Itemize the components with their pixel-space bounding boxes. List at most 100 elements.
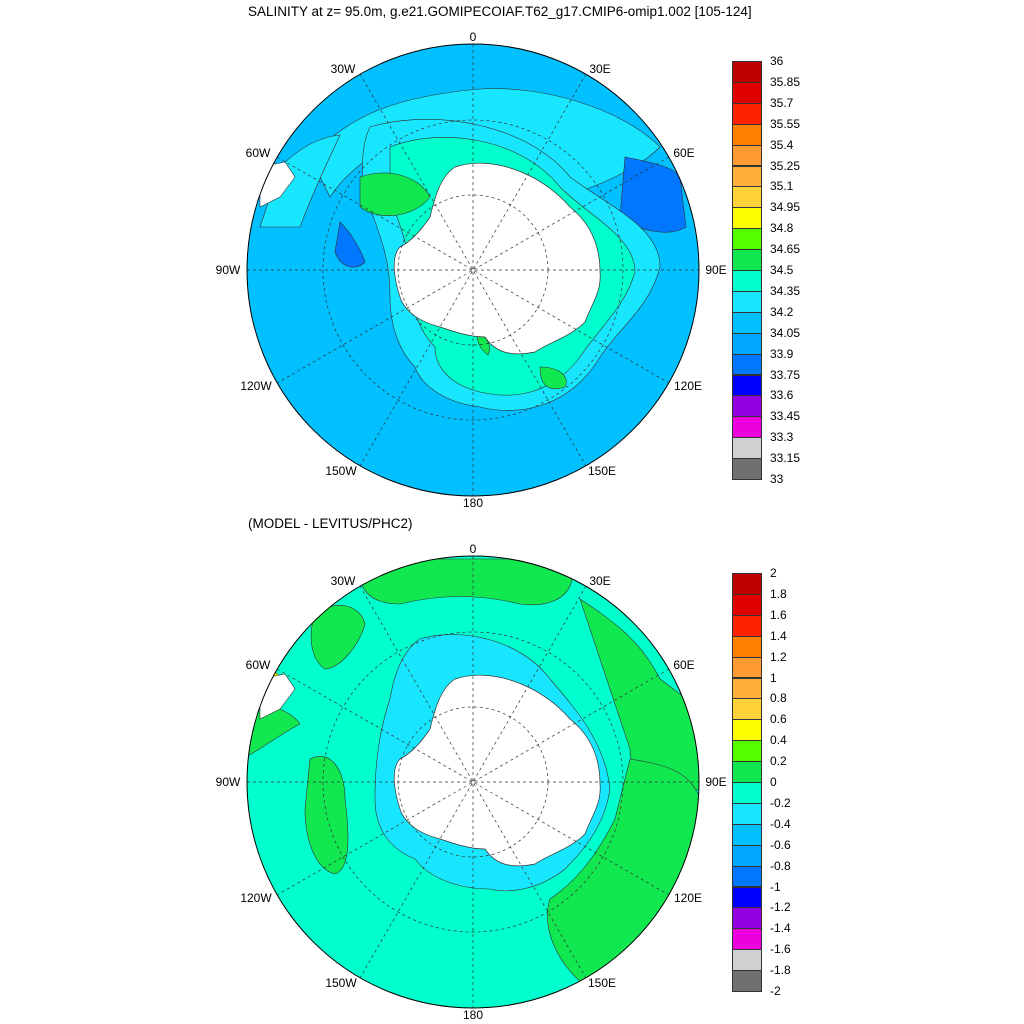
positive-anomaly-north (358, 558, 573, 606)
colorbar-salinity-tick-label: 35.7 (770, 95, 794, 110)
colorbar-salinity-tick-label: 33.15 (770, 451, 801, 466)
colorbar-salinity-tick-label: 35.85 (770, 74, 801, 89)
low-salinity-patch-weddell (334, 221, 366, 268)
contour-34.5-ross (539, 366, 567, 390)
colorbar-salinity-tick-label: 34.8 (770, 221, 794, 236)
colorbar-difference-tick-label: 0 (770, 775, 777, 789)
lon-label-30w: 30W (330, 62, 356, 76)
colorbar-difference-swatch (732, 928, 762, 951)
colorbar-salinity-tick-label: 34.2 (770, 304, 794, 319)
colorbar-salinity-tick-label: 35.1 (770, 179, 794, 194)
salinity-map (240, 37, 706, 503)
colorbar-difference-tick-label: 1.4 (770, 628, 787, 643)
lon-label-180: 180 (462, 496, 484, 510)
colorbar-difference-tick-label: -1.2 (770, 900, 791, 915)
lon-label-60e-diff: 60E (673, 658, 695, 672)
difference-title: (MODEL - LEVITUS/PHC2) (248, 516, 413, 531)
positive-anomaly-30w (310, 605, 366, 670)
colorbar-difference-tick-label: 0.4 (770, 733, 787, 748)
graticule-lines-diff (247, 556, 699, 1008)
colorbar-difference-tick-label: 1.8 (770, 586, 787, 601)
lon-label-150w-diff: 150W (325, 976, 357, 990)
salinity-map-svg (246, 43, 700, 497)
colorbar-difference-swatch (732, 614, 762, 637)
positive-anomaly-90w (304, 756, 349, 875)
map-boundary (246, 43, 700, 497)
colorbar-difference-swatch (732, 740, 762, 763)
colorbar-salinity-tick-label: 34.65 (770, 242, 801, 257)
colorbar-salinity-swatch (732, 207, 762, 230)
colorbar-difference-swatch (732, 761, 762, 783)
lon-label-150e-diff: 150E (587, 976, 617, 990)
plot-title: SALINITY at z= 95.0m, g.e21.GOMIPECOIAF.… (248, 4, 752, 19)
colorbar-salinity-swatch (732, 186, 762, 209)
colorbar-salinity-tick-label: 34.35 (770, 283, 801, 298)
colorbar-difference-swatch (732, 593, 762, 616)
colorbar-salinity-swatch (732, 102, 762, 125)
colorbar-difference-tick-label: -1 (770, 879, 781, 894)
colorbar-difference-tick-label: -1.6 (770, 942, 791, 957)
colorbar-salinity-tick-label: 33 (770, 472, 784, 486)
colorbar-salinity-tick-label: 35.4 (770, 137, 794, 152)
colorbar-salinity-swatch (732, 290, 762, 313)
colorbar-difference: 2 1.8 1.6 1.4 1.2 1 0.8 0.6 0.4 0.2 0 -0.2 -0.4 -0.6 -… (732, 566, 791, 998)
colorbar-salinity: 36 35.85 35.7 35.55 35.4 35.25 35.1 34.95 34.8 34… (732, 54, 800, 486)
lon-label-150e: 150E (587, 464, 617, 478)
colorbar-salinity-swatch (732, 437, 762, 460)
colorbar-difference-tick-label: -2 (770, 984, 781, 998)
colorbar-salinity-tick-label: 35.55 (770, 116, 801, 131)
colorbar-salinity-tick-label: 35.25 (770, 158, 801, 173)
colorbar-difference-tick-label: 0.8 (770, 691, 787, 706)
antarctica-landmass (393, 162, 601, 355)
colorbar-difference-swatch (732, 782, 762, 804)
colorbar-difference-tick-label: -0.6 (770, 837, 791, 852)
lon-label-30e-diff: 30E (589, 574, 611, 588)
lon-label-150w: 150W (325, 464, 357, 478)
colorbar-salinity-swatch (732, 332, 762, 355)
colorbar-salinity-tick-label: 36 (770, 54, 784, 68)
lon-label-90e: 90E (705, 263, 727, 277)
colorbar-difference-tick-label: -0.2 (770, 795, 791, 810)
colorbar-salinity-swatch (732, 81, 762, 104)
colorbar-salinity-tick-label: 33.9 (770, 346, 794, 361)
lon-label-120e-diff: 120E (673, 891, 703, 905)
colorbar-salinity-tick-label: 33.75 (770, 367, 801, 382)
colorbar-difference-swatch (732, 635, 762, 658)
colorbar-salinity-swatch (732, 416, 762, 439)
colorbar-difference-tick-label: -1.8 (770, 963, 791, 978)
colorbar-difference-swatch (732, 844, 762, 867)
map-boundary-diff (246, 555, 700, 1009)
lon-label-120e: 120E (673, 379, 703, 393)
colorbar-difference-tick-label: 0.2 (770, 754, 787, 769)
contour-34.5-weddell (359, 172, 431, 217)
colorbar-difference-swatch (732, 573, 762, 595)
colorbar-difference-tick-label: 1 (770, 670, 777, 685)
colorbar-salinity-tick-label: 33.45 (770, 409, 801, 424)
colorbar-salinity-swatch (732, 270, 762, 292)
colorbar-difference-swatch (732, 802, 762, 825)
difference-map-svg (246, 555, 700, 1009)
colorbar-difference-swatch (732, 719, 762, 742)
colorbar-salinity-swatch (732, 249, 762, 271)
lon-label-30w-diff: 30W (330, 574, 356, 588)
colorbar-difference-swatch (732, 677, 762, 700)
lon-label-30e: 30E (589, 62, 611, 76)
lon-label-60w-diff: 60W (245, 658, 271, 672)
lon-label-180-diff: 180 (462, 1008, 484, 1022)
colorbar-salinity-swatch (732, 123, 762, 146)
colorbar-salinity-tick-label: 34.95 (770, 200, 801, 215)
colorbar-salinity-tick-label: 34.5 (770, 263, 794, 277)
colorbar-salinity-swatch (732, 311, 762, 334)
lon-label-0-diff: 0 (469, 542, 477, 556)
colorbar-difference-tick-label: 1.2 (770, 649, 787, 664)
colorbar-salinity-swatch (732, 353, 762, 376)
difference-map (240, 549, 706, 1015)
colorbar-salinity-swatch (732, 165, 762, 188)
lon-label-0: 0 (469, 30, 477, 44)
colorbar-difference-tick-label: 0.6 (770, 712, 787, 727)
colorbar-difference-tick-label: 2 (770, 566, 777, 580)
colorbar-salinity-swatch (732, 61, 762, 83)
colorbar-difference-swatch (732, 823, 762, 846)
colorbar-difference-tick-label: 1.6 (770, 607, 787, 622)
colorbar-salinity-swatch (732, 395, 762, 418)
